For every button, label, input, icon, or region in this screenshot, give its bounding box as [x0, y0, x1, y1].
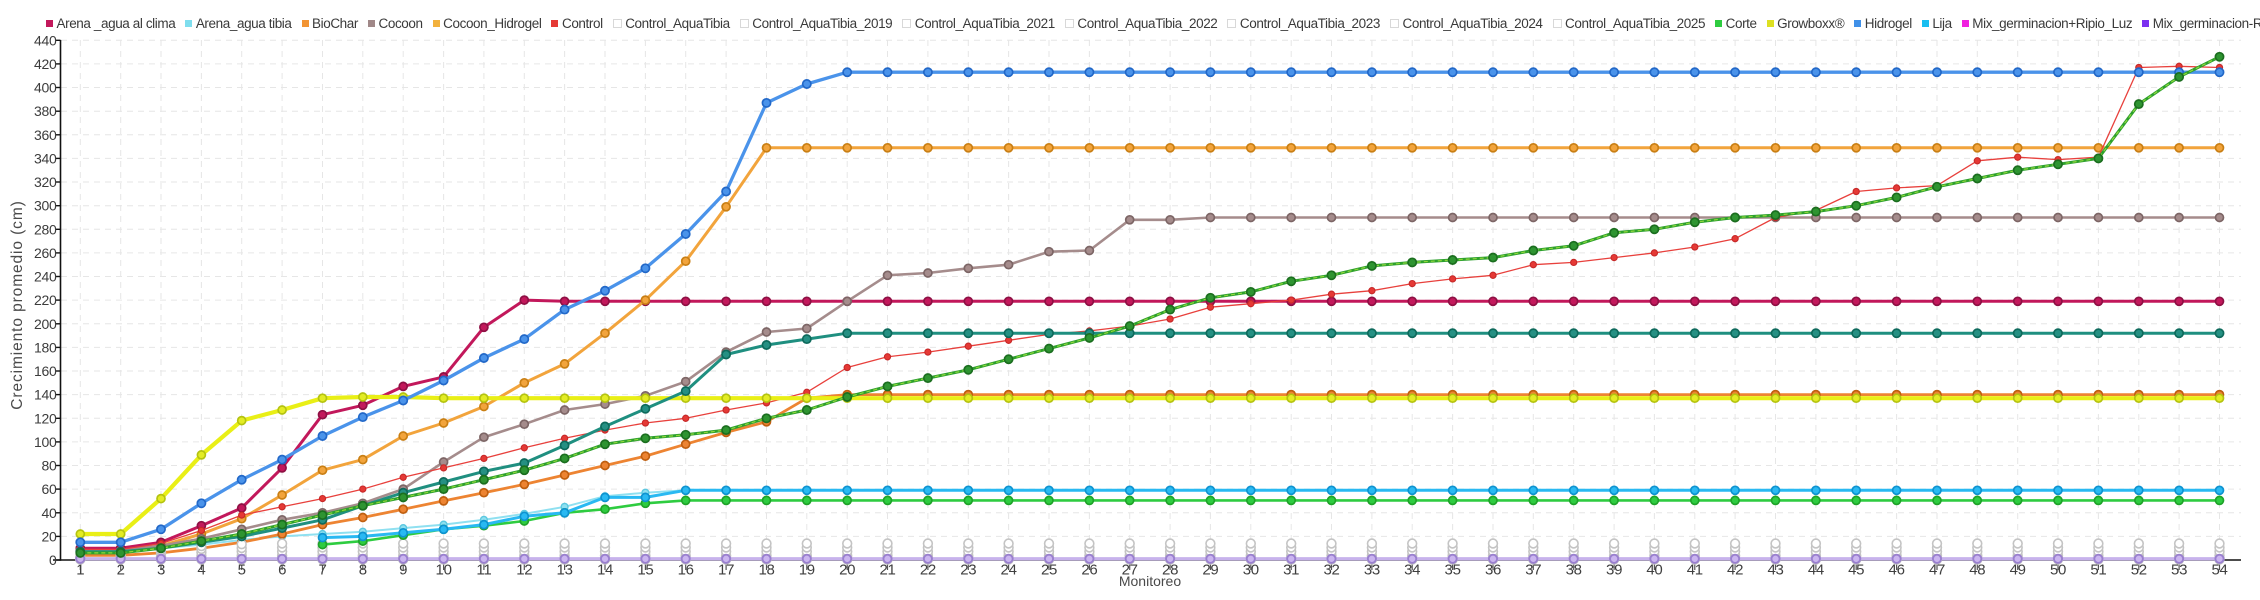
svg-text:28: 28: [1162, 562, 1178, 579]
svg-text:25: 25: [1041, 562, 1057, 579]
svg-text:400: 400: [34, 80, 57, 96]
svg-text:240: 240: [34, 269, 57, 285]
svg-text:340: 340: [34, 150, 57, 166]
svg-text:180: 180: [34, 339, 57, 355]
svg-text:380: 380: [34, 103, 57, 119]
svg-text:20: 20: [839, 562, 855, 579]
svg-text:120: 120: [34, 410, 57, 426]
svg-text:41: 41: [1687, 562, 1703, 579]
svg-text:50: 50: [2050, 562, 2066, 579]
svg-text:53: 53: [2171, 562, 2187, 579]
svg-text:26: 26: [1081, 562, 1097, 579]
svg-text:47: 47: [1929, 562, 1945, 579]
svg-text:12: 12: [516, 562, 532, 579]
svg-text:160: 160: [34, 363, 57, 379]
svg-text:Crecimiento promedio (cm): Crecimiento promedio (cm): [9, 200, 26, 409]
svg-text:21: 21: [879, 562, 895, 579]
svg-text:300: 300: [34, 198, 57, 214]
svg-text:33: 33: [1364, 562, 1380, 579]
svg-text:360: 360: [34, 127, 57, 143]
svg-text:48: 48: [1969, 562, 1985, 579]
svg-text:43: 43: [1767, 562, 1783, 579]
svg-text:19: 19: [799, 562, 815, 579]
svg-text:31: 31: [1283, 562, 1299, 579]
svg-text:260: 260: [34, 245, 57, 261]
svg-text:17: 17: [718, 562, 734, 579]
svg-text:100: 100: [34, 434, 57, 450]
svg-text:54: 54: [2211, 562, 2227, 579]
svg-text:36: 36: [1485, 562, 1501, 579]
svg-text:18: 18: [758, 562, 774, 579]
svg-text:0: 0: [49, 552, 57, 568]
svg-text:7: 7: [318, 562, 326, 579]
svg-text:10: 10: [436, 562, 452, 579]
svg-text:13: 13: [557, 562, 573, 579]
svg-text:23: 23: [960, 562, 976, 579]
svg-text:140: 140: [34, 387, 57, 403]
svg-text:1: 1: [76, 562, 84, 579]
svg-text:22: 22: [920, 562, 936, 579]
svg-text:51: 51: [2090, 562, 2106, 579]
svg-text:45: 45: [1848, 562, 1864, 579]
svg-text:32: 32: [1323, 562, 1339, 579]
svg-text:37: 37: [1525, 562, 1541, 579]
svg-text:46: 46: [1889, 562, 1905, 579]
svg-text:40: 40: [1646, 562, 1662, 579]
svg-text:29: 29: [1202, 562, 1218, 579]
svg-text:320: 320: [34, 174, 57, 190]
svg-text:42: 42: [1727, 562, 1743, 579]
svg-text:Monitoreo: Monitoreo: [1119, 573, 1181, 589]
svg-text:14: 14: [597, 562, 613, 579]
svg-text:3: 3: [157, 562, 165, 579]
svg-text:49: 49: [2010, 562, 2026, 579]
svg-text:39: 39: [1606, 562, 1622, 579]
svg-text:60: 60: [42, 481, 57, 497]
svg-text:280: 280: [34, 221, 57, 237]
svg-text:80: 80: [42, 458, 57, 474]
svg-text:2: 2: [117, 562, 125, 579]
svg-text:27: 27: [1122, 562, 1138, 579]
svg-text:220: 220: [34, 292, 57, 308]
svg-text:440: 440: [34, 32, 57, 48]
svg-text:15: 15: [637, 562, 653, 579]
svg-text:4: 4: [197, 562, 205, 579]
svg-text:5: 5: [238, 562, 246, 579]
svg-text:200: 200: [34, 316, 57, 332]
svg-text:6: 6: [278, 562, 286, 579]
svg-text:8: 8: [359, 562, 367, 579]
svg-text:34: 34: [1404, 562, 1420, 579]
svg-text:11: 11: [476, 562, 491, 579]
svg-text:40: 40: [42, 505, 57, 521]
svg-text:16: 16: [678, 562, 694, 579]
svg-text:38: 38: [1566, 562, 1582, 579]
svg-text:30: 30: [1243, 562, 1259, 579]
svg-text:9: 9: [399, 562, 407, 579]
svg-text:20: 20: [42, 528, 57, 544]
svg-text:35: 35: [1445, 562, 1461, 579]
svg-text:420: 420: [34, 56, 57, 72]
svg-text:44: 44: [1808, 562, 1824, 579]
svg-text:24: 24: [1001, 562, 1017, 579]
svg-text:52: 52: [2131, 562, 2147, 579]
